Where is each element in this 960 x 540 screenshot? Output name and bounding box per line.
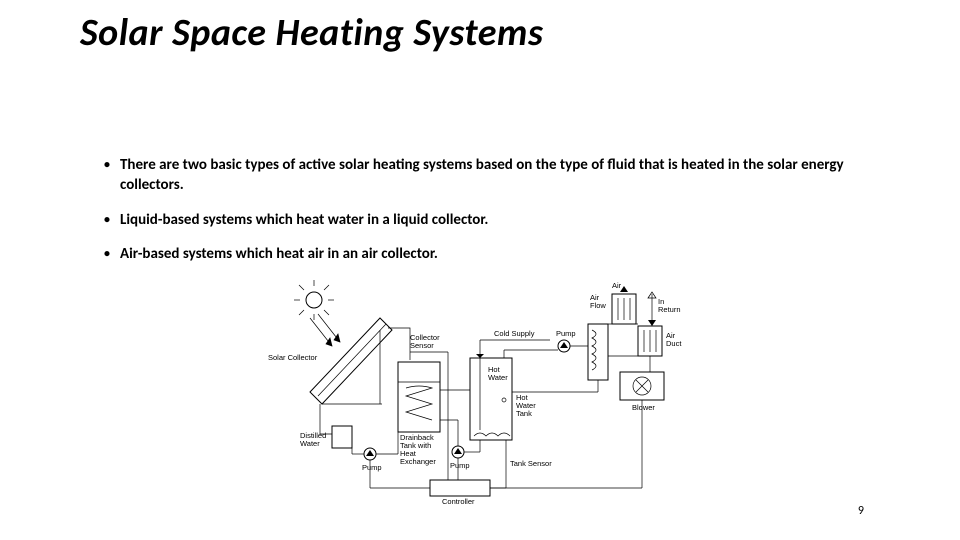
sun-icon bbox=[294, 280, 334, 320]
pipe bbox=[388, 328, 410, 360]
blower-icon bbox=[620, 372, 664, 400]
bullet-dot-icon: • bbox=[100, 155, 114, 175]
label-air-duct-2: Duct bbox=[666, 339, 682, 348]
diagram-svg: Solar Collector Collector Sensor Drainba… bbox=[260, 280, 700, 510]
bullet-list: • There are two basic types of active so… bbox=[100, 155, 900, 278]
page-number: 9 bbox=[858, 504, 864, 518]
label-cold-supply: Cold Supply bbox=[494, 329, 535, 338]
drainback-tank-icon bbox=[398, 362, 440, 432]
label-in-return-2: Return bbox=[658, 305, 681, 314]
pipe bbox=[320, 404, 332, 434]
controller-icon bbox=[430, 480, 490, 496]
pump-icon bbox=[452, 446, 464, 458]
in-return-icon bbox=[648, 292, 656, 326]
label-controller: Controller bbox=[442, 497, 475, 506]
bullet-item: • Liquid-based systems which heat water … bbox=[100, 210, 900, 230]
bullet-text: Air-based systems which heat air in an a… bbox=[114, 244, 900, 264]
air-duct-icon bbox=[612, 286, 636, 324]
bullet-text: Liquid-based systems which heat water in… bbox=[114, 210, 900, 230]
label-pump-1: Pump bbox=[362, 463, 382, 472]
label-pump-3: Pump bbox=[556, 329, 576, 338]
label-air-flow-1: Air bbox=[612, 281, 622, 290]
label-air-flow-b: Flow bbox=[590, 301, 606, 310]
distilled-water-icon bbox=[332, 426, 352, 448]
air-duct-lower-icon bbox=[638, 326, 662, 356]
slide-title: Solar Space Heating Systems bbox=[80, 10, 543, 56]
bullet-dot-icon: • bbox=[100, 244, 114, 264]
label-drainback-4: Exchanger bbox=[400, 457, 436, 466]
bullet-item: • Air-based systems which heat air in an… bbox=[100, 244, 900, 264]
label-hot-water-2: Water bbox=[488, 373, 508, 382]
bullet-text: There are two basic types of active sola… bbox=[114, 155, 900, 196]
label-distilled-2: Water bbox=[300, 439, 320, 448]
label-collector-sensor-2: Sensor bbox=[410, 341, 434, 350]
air-heat-exchanger-icon bbox=[588, 324, 608, 380]
bullet-item: • There are two basic types of active so… bbox=[100, 155, 900, 196]
pump-icon bbox=[364, 448, 376, 460]
label-blower: Blower bbox=[632, 403, 655, 412]
slide: Solar Space Heating Systems • There are … bbox=[0, 0, 960, 540]
label-solar-collector: Solar Collector bbox=[268, 353, 318, 362]
system-diagram: Solar Collector Collector Sensor Drainba… bbox=[260, 280, 700, 510]
pump-icon bbox=[558, 340, 570, 352]
arrow-icon bbox=[476, 354, 484, 358]
bullet-dot-icon: • bbox=[100, 210, 114, 230]
sun-rays-icon bbox=[310, 314, 340, 346]
solar-collector-icon bbox=[310, 318, 392, 404]
label-tank-sensor: Tank Sensor bbox=[510, 459, 552, 468]
label-hwt-3: Tank bbox=[516, 409, 532, 418]
label-pump-2: Pump bbox=[450, 461, 470, 470]
